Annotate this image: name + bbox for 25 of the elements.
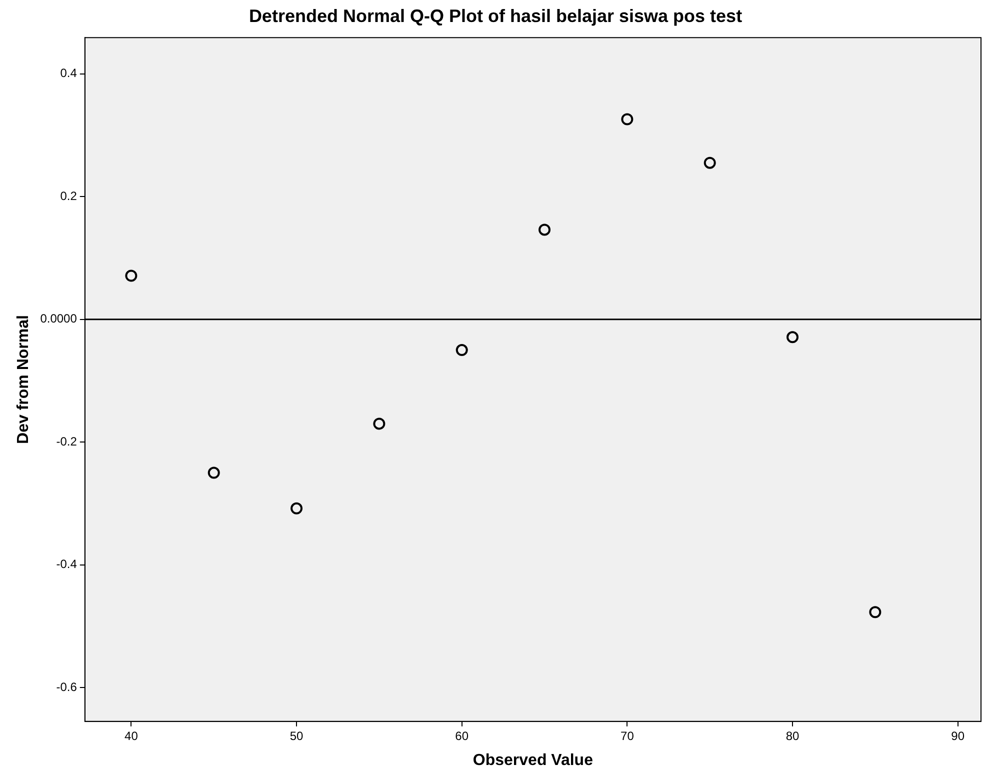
point: [125, 270, 138, 282]
x-axis-title: Observed Value: [472, 752, 594, 769]
y-tick-label: 0.0000: [40, 312, 78, 326]
point: [373, 418, 386, 430]
point: [538, 224, 551, 236]
point: [208, 466, 220, 479]
point: [456, 344, 468, 356]
y-tick-label: -0.2: [56, 434, 78, 448]
x-tick-label: 50: [290, 728, 304, 743]
x-tick-label: 90: [951, 728, 965, 743]
point: [786, 331, 799, 344]
point: [869, 606, 882, 618]
x-tick-label: 40: [124, 728, 138, 743]
x-tick-label: 70: [620, 728, 634, 743]
chart-title: Detrended Normal Q-Q Plot of hasil belajar siswa pos test: [248, 6, 742, 26]
point: [704, 156, 716, 169]
point: [290, 502, 303, 514]
x-tick-label: 60: [455, 728, 469, 743]
x-tick-label: 80: [786, 728, 800, 743]
y-tick-label: -0.6: [56, 680, 78, 694]
y-tick-label: -0.4: [56, 557, 78, 572]
y-tick-label: 0.4: [60, 66, 78, 80]
y-axis-title: Dev from Normal: [15, 315, 32, 444]
point: [621, 113, 634, 126]
y-tick-label: 0.2: [60, 188, 78, 203]
